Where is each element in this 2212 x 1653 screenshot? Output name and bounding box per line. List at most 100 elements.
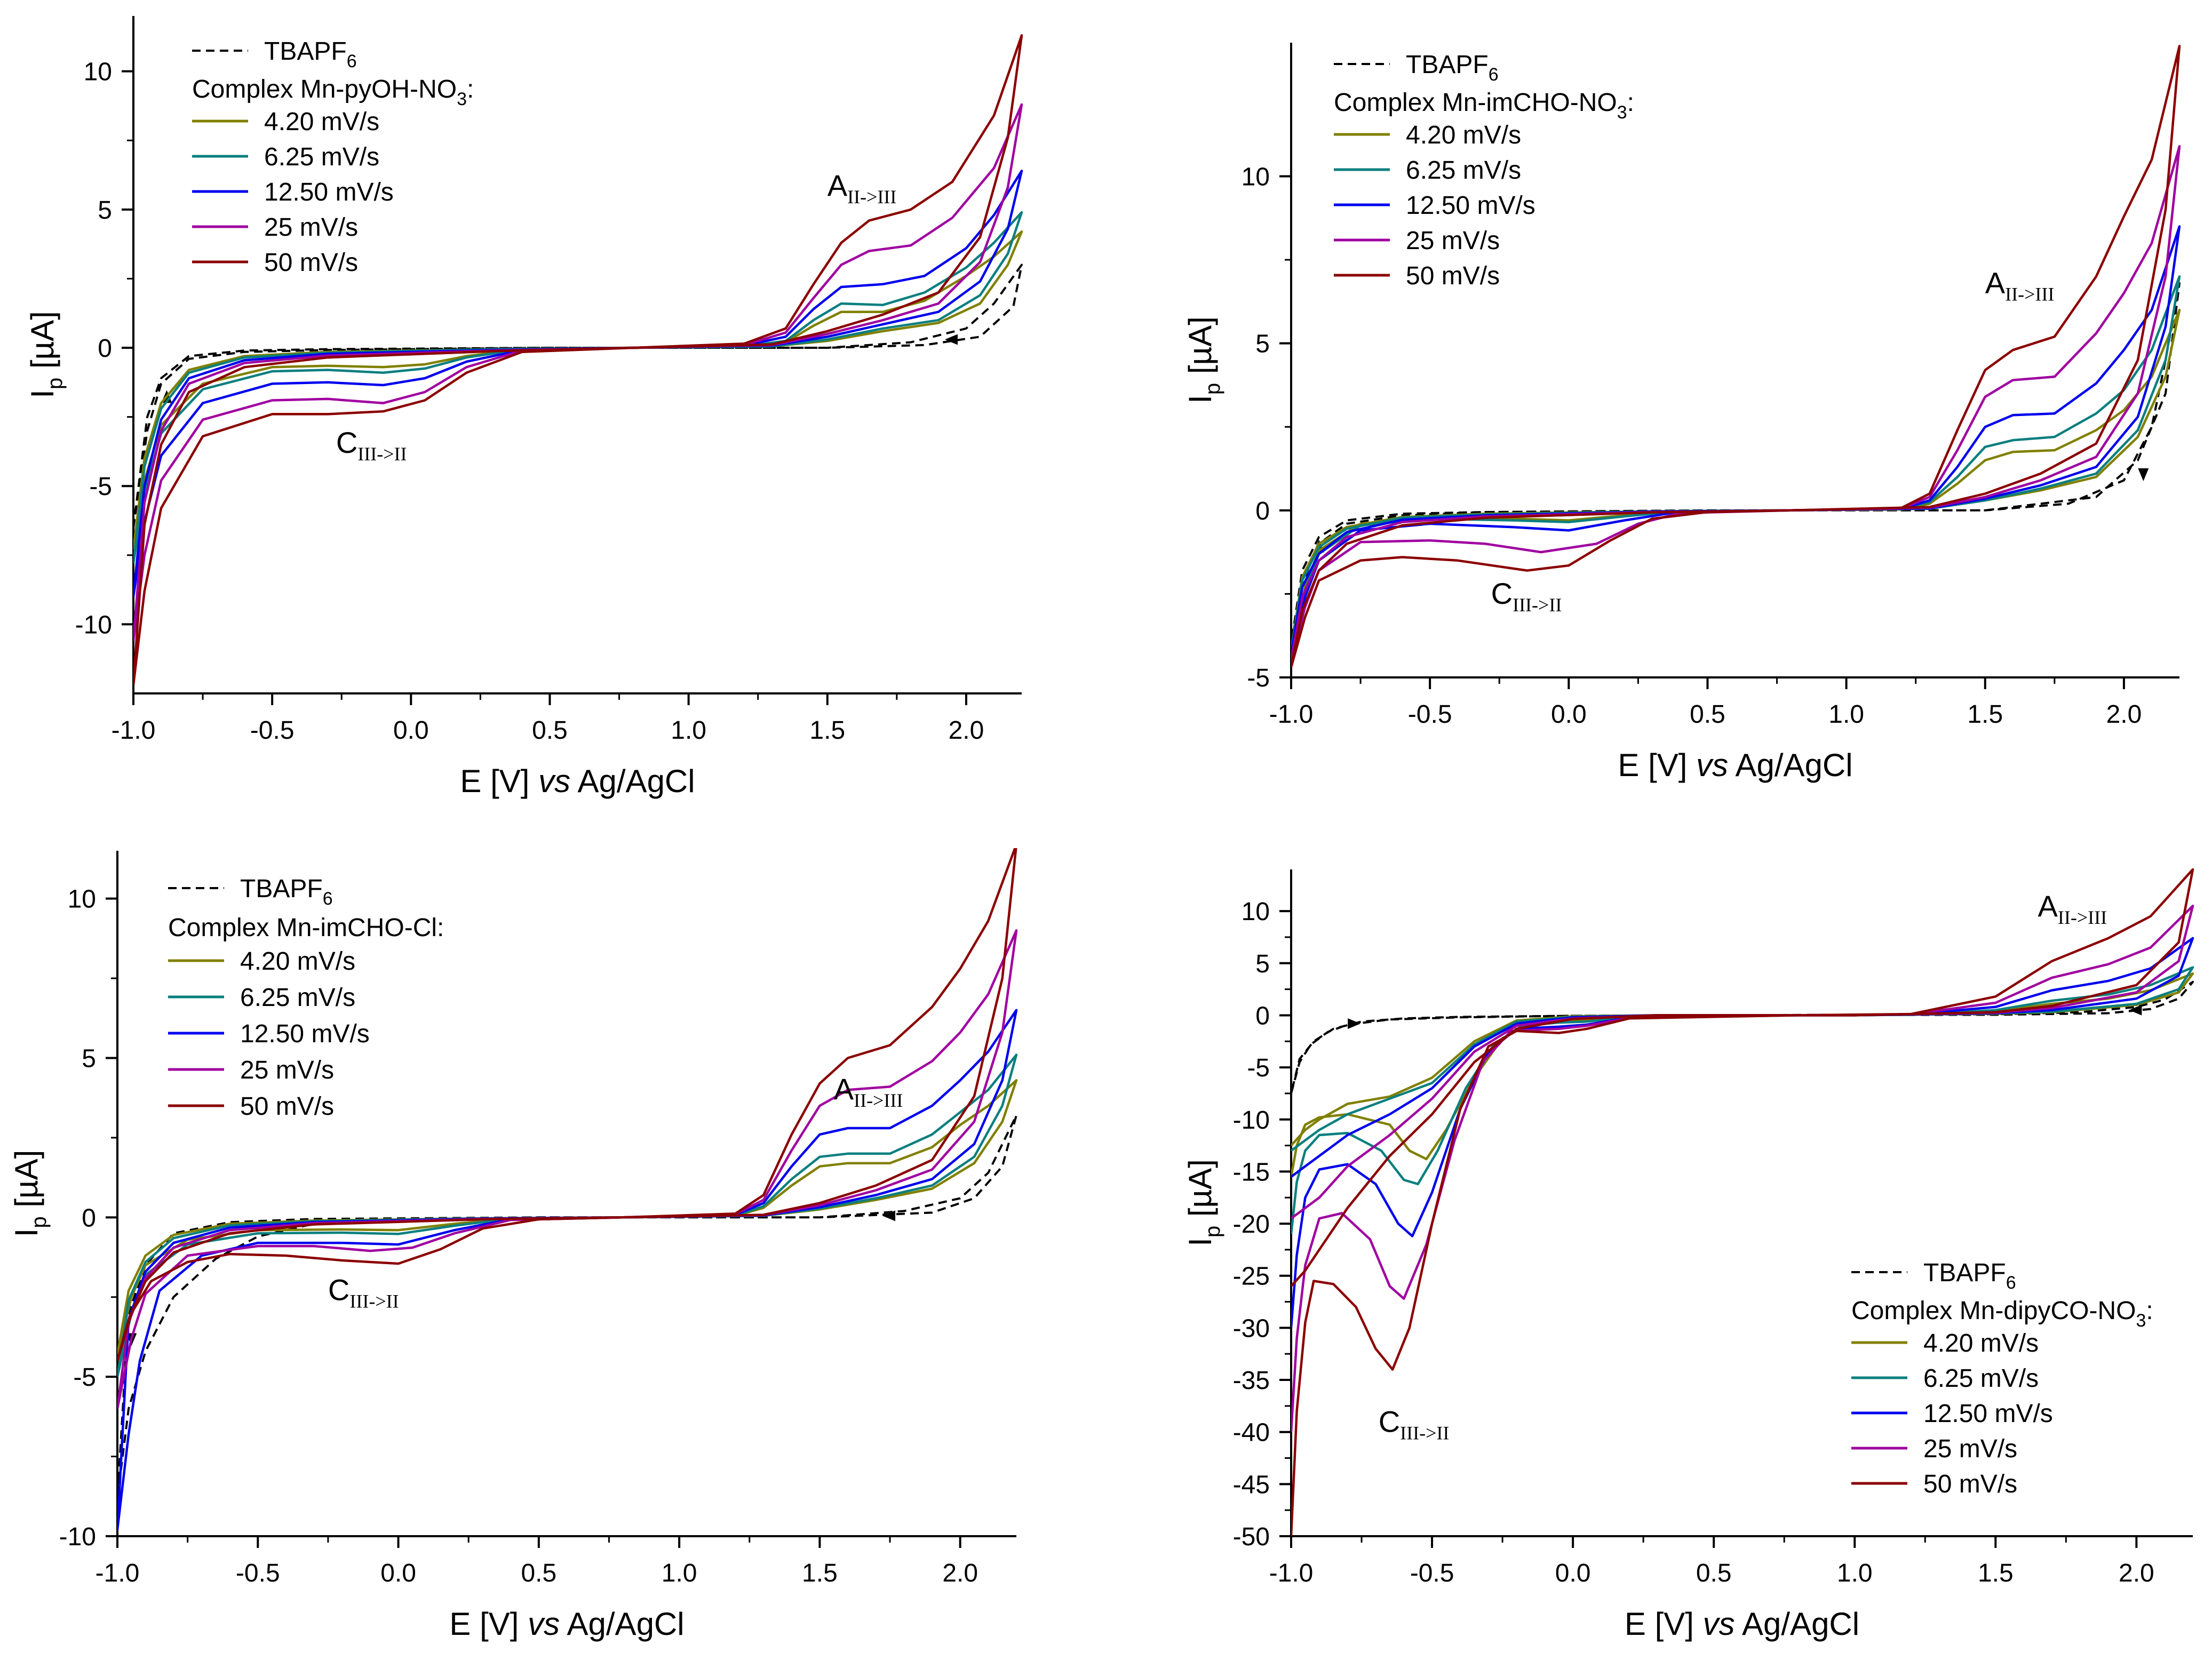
legend-entry-label: 12.50 mV/s: [1923, 1400, 2053, 1428]
x-axis-title-post: Ag/AgCl: [1728, 747, 1852, 783]
peak-annotation-sub: II->III: [854, 1090, 903, 1111]
x-tick-label: 0.5: [1696, 1559, 1732, 1587]
y-tick-label: -5: [73, 1363, 96, 1392]
legend-label-electrolyte-main: TBAPF: [264, 37, 347, 66]
x-tick-label: 0.0: [393, 716, 429, 745]
legend-complex-title-post: :: [1627, 89, 1634, 117]
legend-entry-label: 25 mV/s: [1406, 227, 1500, 255]
y-tick-label: 5: [1255, 330, 1270, 358]
peak-annotation: AII->III: [2038, 889, 2107, 928]
x-tick-label: 1.0: [1828, 700, 1864, 729]
legend-entry-label: 25 mV/s: [240, 1056, 334, 1084]
y-tick-label: -10: [59, 1523, 96, 1551]
x-tick-label: 2.0: [949, 716, 984, 745]
x-tick-label: 1.5: [809, 716, 845, 745]
y-tick-label: -20: [1233, 1210, 1270, 1239]
peak-annotation-main: A: [834, 1072, 854, 1106]
peak-annotation: CIII->II: [328, 1273, 399, 1312]
x-tick-label: -0.5: [250, 716, 295, 745]
x-axis-title: E [V] vs Ag/AgCl: [460, 763, 695, 799]
series-line-25-mv-s: [1291, 905, 2194, 1432]
legend-complex-title: Complex Mn-imCHO-NO3:: [1334, 89, 1634, 123]
y-axis-title-unit: [µA]: [25, 311, 60, 378]
legend-entry-label: 12.50 mV/s: [264, 178, 394, 206]
chart-panel-p4: -1.0 -0.5 0.0 0.5 1.0 1.5 2.0-50-45-40-35-30-2…: [1182, 868, 2194, 1642]
x-tick-label: -1.0: [96, 1559, 140, 1587]
y-tick-label: -10: [75, 611, 112, 639]
x-tick-label: 2.0: [2106, 700, 2142, 729]
x-axis-title-vs: vs: [538, 763, 570, 799]
x-tick-label: 0.5: [1690, 700, 1725, 729]
legend-label-electrolyte-sub: 6: [347, 51, 357, 71]
x-axis-title-post: Ag/AgCl: [560, 1606, 684, 1642]
legend-label-electrolyte-sub: 6: [2006, 1273, 2016, 1293]
scan-direction-arrow: [2129, 1004, 2142, 1016]
x-tick-label: -0.5: [1410, 1559, 1454, 1587]
peak-annotation-sub: II->III: [2005, 284, 2054, 305]
x-tick-label: -1.0: [1269, 1559, 1314, 1587]
x-axis-title-pre: E [V]: [1618, 747, 1696, 783]
y-axis-title-unit: [µA]: [1182, 316, 1218, 383]
y-tick-label: 5: [1255, 950, 1270, 978]
legend-entry-label: 6.25 mV/s: [240, 984, 355, 1012]
x-axis-title-vs: vs: [1696, 747, 1728, 783]
peak-annotation-main: C: [1491, 577, 1513, 610]
legend-entry-label: 50 mV/s: [240, 1092, 334, 1121]
scan-direction-arrow: [944, 334, 958, 345]
x-tick-label: -0.5: [236, 1559, 280, 1587]
peak-annotation: CIII->II: [336, 426, 407, 465]
legend-label-electrolyte-sub: 6: [323, 889, 333, 909]
legend-entry-label: 12.50 mV/s: [1406, 191, 1535, 220]
x-axis-title: E [V] vs Ag/AgCl: [1618, 747, 1852, 783]
x-tick-label: 1.5: [802, 1559, 838, 1587]
y-axis-title-sub: p: [1201, 1226, 1224, 1237]
peak-annotation-sub: II->III: [847, 186, 896, 207]
legend-complex-title-main: Complex Mn-imCHO-Cl:: [168, 914, 444, 942]
legend-label-electrolyte-sub: 6: [1489, 65, 1499, 85]
peak-annotation: CIII->II: [1491, 577, 1562, 616]
y-axis-title-unit: [µA]: [1182, 1159, 1218, 1226]
peak-annotation-main: C: [328, 1273, 349, 1307]
legend-entry-label: 4.20 mV/s: [240, 947, 355, 976]
legend-label-electrolyte-main: TBAPF: [240, 875, 323, 903]
series-line-tbapf6: [133, 263, 1023, 528]
legend-entry-label: 50 mV/s: [1923, 1470, 2017, 1498]
y-axis-title-main: I: [1182, 1237, 1218, 1247]
series-line-25-mv-s: [1291, 145, 2181, 661]
y-axis-title: Ip [µA]: [1182, 316, 1224, 404]
peak-annotation-sub: III->II: [357, 443, 407, 465]
y-axis-title-sub: p: [1201, 383, 1224, 395]
series-line-50-mv-s: [117, 848, 1017, 1361]
series-line-tbapf6: [1291, 980, 2194, 1094]
y-axis-title: Ip [µA]: [9, 1150, 51, 1237]
x-tick-label: 0.0: [380, 1559, 416, 1587]
x-axis-title-pre: E [V]: [460, 763, 538, 799]
y-axis-title-sub: p: [43, 378, 67, 389]
series-line-50-mv-s: [1291, 868, 2194, 1536]
scan-direction-arrow: [2138, 468, 2149, 481]
x-tick-label: -0.5: [1408, 700, 1452, 729]
legend-complex-title-sub: 3: [457, 89, 467, 109]
legend-complex-title-post: :: [2146, 1297, 2153, 1325]
x-tick-label: 0.0: [1551, 700, 1587, 729]
legend-entry-label: 25 mV/s: [264, 213, 358, 242]
series-line-6-25-mv-s: [1291, 966, 2194, 1234]
x-axis-title-vs: vs: [1703, 1606, 1735, 1642]
peak-annotation: AII->III: [834, 1072, 903, 1111]
legend-complex-title-main: Complex Mn-imCHO-NO: [1334, 89, 1617, 117]
x-axis-title: E [V] vs Ag/AgCl: [449, 1606, 684, 1642]
x-tick-label: 0.5: [521, 1559, 556, 1587]
y-axis-title: Ip [µA]: [1182, 1159, 1224, 1247]
legend-label-electrolyte: TBAPF6: [264, 37, 357, 71]
x-tick-label: 2.0: [942, 1559, 978, 1587]
y-axis-title-sub: p: [27, 1216, 51, 1228]
x-axis-title-pre: E [V]: [1625, 1606, 1703, 1642]
y-tick-label: -10: [1233, 1106, 1270, 1135]
peak-annotation: AII->III: [1985, 266, 2055, 305]
legend-entry-label: 50 mV/s: [1406, 262, 1500, 290]
x-tick-label: 1.5: [1978, 1559, 2014, 1587]
y-axis-title-main: I: [1182, 395, 1218, 404]
series-line-50-mv-s: [1291, 45, 2181, 668]
